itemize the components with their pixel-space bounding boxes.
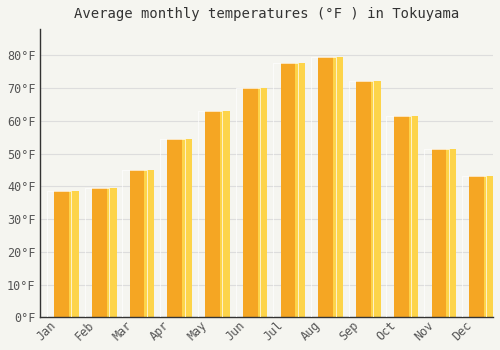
Bar [205,111,220,317]
Bar [84,188,109,317]
Bar [198,111,222,317]
Bar [432,149,446,317]
Bar [220,111,230,317]
Bar [311,57,336,317]
Bar [333,57,343,317]
Bar [182,139,192,317]
Bar [424,149,448,317]
Bar [69,191,79,317]
Bar [446,149,456,317]
Title: Average monthly temperatures (°F ) in Tokuyama: Average monthly temperatures (°F ) in To… [74,7,460,21]
Bar [356,82,371,317]
Bar [296,63,305,317]
Bar [122,170,147,317]
Bar [348,82,374,317]
Bar [236,88,260,317]
Bar [484,176,494,317]
Bar [160,139,184,317]
Bar [54,191,69,317]
Bar [371,82,380,317]
Bar [394,116,408,317]
Bar [243,88,258,317]
Bar [144,170,154,317]
Bar [470,176,484,317]
Bar [386,116,411,317]
Bar [106,188,117,317]
Bar [168,139,182,317]
Bar [130,170,144,317]
Bar [408,116,418,317]
Bar [462,176,486,317]
Bar [258,88,268,317]
Bar [92,188,106,317]
Bar [318,57,333,317]
Bar [47,191,72,317]
Bar [280,63,295,317]
Bar [274,63,298,317]
